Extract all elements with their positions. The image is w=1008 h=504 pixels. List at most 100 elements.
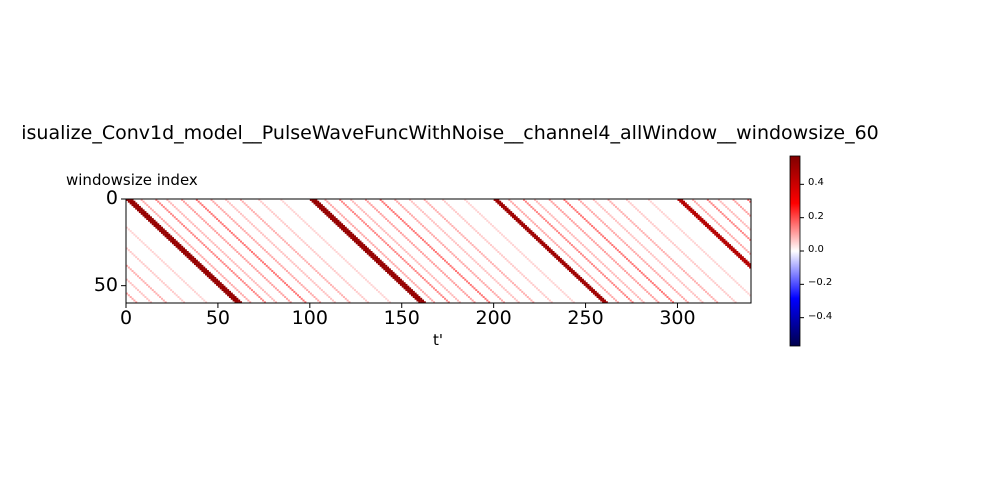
heatmap-cell [694,263,697,266]
heatmap-cell [232,294,235,297]
heatmap-cell [535,238,538,241]
heatmap-cell [173,238,176,241]
heatmap-cell [569,270,572,272]
heatmap-cell [322,290,325,293]
heatmap-cell [366,214,369,217]
heatmap-cell [622,268,625,271]
heatmap-cell [458,245,461,248]
heatmap-cell [339,292,342,295]
heatmap-cell [607,240,610,243]
heatmap-cell [572,207,575,210]
heatmap-cell [708,228,711,231]
heatmap-cell [203,257,206,260]
heatmap-cell [648,292,651,295]
y-tick-label: 0 [105,187,118,209]
heatmap-cell [602,273,605,276]
heatmap-cell [635,252,638,255]
heatmap-cell [339,212,342,215]
heatmap-cell [348,301,351,304]
heatmap-cell [464,292,467,295]
heatmap-cell [374,245,377,248]
heatmap-cell [258,285,261,288]
heatmap-cell [387,205,390,208]
heatmap-cell [425,214,428,217]
heatmap-cell [488,273,491,276]
heatmap-cell [517,301,520,304]
heatmap-cell [464,199,467,201]
heatmap-cell [234,299,237,302]
heatmap-cell [706,212,709,215]
heatmap-cell [359,244,362,246]
heatmap-cell [594,290,597,293]
heatmap-cell [175,294,178,297]
heatmap-cell [695,282,698,285]
heatmap-cell [144,264,147,267]
heatmap-cell [717,235,720,238]
heatmap-cell [348,231,351,234]
heatmap-cell [394,277,397,279]
heatmap-cell [322,259,325,262]
heatmap-cell [569,297,572,300]
heatmap-cell [344,226,347,229]
heatmap-cell [216,270,219,272]
heatmap-cell [447,290,450,293]
heatmap-cell [701,207,704,210]
heatmap-cell [333,221,336,224]
heatmap-cell [398,278,401,281]
heatmap-cell [602,287,605,290]
heatmap-cell [504,209,507,212]
heatmap-cell [313,282,316,285]
heatmap-cell [668,270,671,272]
heatmap-cell [287,226,290,229]
heatmap-cell [182,247,186,250]
heatmap-cell [186,242,189,245]
heatmap-cell [153,252,156,255]
heatmap-cell [624,294,627,297]
heatmap-cell [293,277,296,279]
heatmap-cell [745,249,748,252]
heatmap-cell [182,280,186,283]
heatmap-cell [377,211,380,214]
heatmap-cell [651,240,654,243]
heatmap-cell [214,268,217,271]
heatmap-cell [337,211,340,214]
heatmap-cell [252,238,255,241]
heatmap-cell [399,270,402,272]
heatmap-cell [497,202,500,205]
heatmap-cell [482,237,485,240]
heatmap-cell [302,257,305,260]
heatmap-cell [644,247,647,250]
heatmap-cell [532,231,535,234]
heatmap-cell [692,209,695,212]
heatmap-cell [631,221,634,224]
heatmap-cell [499,204,502,207]
heatmap-cell [324,292,327,295]
heatmap-cell [613,283,616,286]
heatmap-cell [313,251,316,253]
heatmap-cell [543,218,546,220]
heatmap-cell [716,263,719,266]
heatmap-cell [574,261,577,264]
heatmap-cell [537,212,540,215]
heatmap-cell [539,242,542,245]
heatmap-cell [251,264,254,267]
heatmap-cell [390,261,393,264]
heatmap-cell [738,204,741,207]
heatmap-cell [427,282,430,285]
heatmap-cell [679,266,682,269]
heatmap-cell [552,252,555,255]
heatmap-cell [530,282,533,285]
heatmap-cell [350,235,353,238]
heatmap-cell [550,301,553,304]
heatmap-cell [234,287,237,290]
heatmap-cell [131,297,134,300]
heatmap-cell [475,230,478,233]
heatmap-cell [458,259,461,262]
heatmap-cell [348,235,351,238]
heatmap-cell [236,275,239,278]
heatmap-cell [438,292,441,295]
heatmap-cell [581,254,584,257]
heatmap-cell [705,223,708,226]
y-axis-label: windowsize index [66,171,198,189]
heatmap-cell [462,218,465,220]
